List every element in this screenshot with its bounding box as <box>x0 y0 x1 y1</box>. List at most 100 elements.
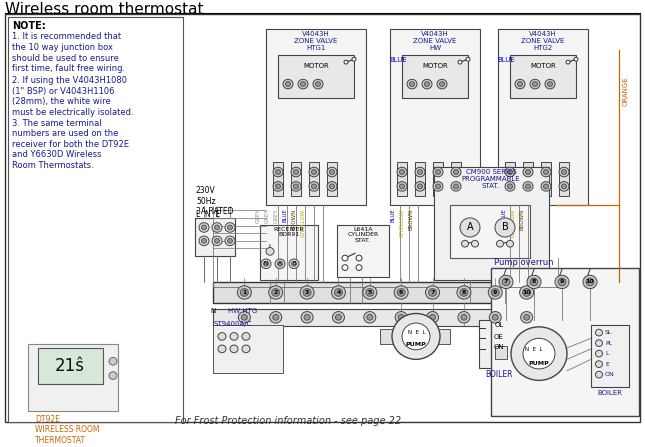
Circle shape <box>562 170 566 174</box>
Bar <box>479 320 519 368</box>
Circle shape <box>426 312 439 323</box>
Circle shape <box>511 327 567 380</box>
Circle shape <box>541 167 551 177</box>
Circle shape <box>293 170 299 174</box>
Circle shape <box>530 278 538 286</box>
Text: SL: SL <box>605 330 612 335</box>
Circle shape <box>261 259 271 269</box>
Circle shape <box>212 236 222 245</box>
Circle shape <box>230 345 238 353</box>
Text: BLUE: BLUE <box>389 57 407 63</box>
Circle shape <box>562 184 566 189</box>
Text: N  E  L: N E L <box>525 347 542 352</box>
Circle shape <box>298 79 308 89</box>
Bar <box>213 325 283 373</box>
Text: ST9400A/C: ST9400A/C <box>213 321 252 327</box>
Circle shape <box>458 312 470 323</box>
Bar <box>260 224 318 280</box>
Bar <box>327 162 337 196</box>
Text: HW HTG: HW HTG <box>228 308 257 314</box>
Bar <box>213 309 558 326</box>
Circle shape <box>435 184 441 189</box>
Bar <box>451 162 461 196</box>
Circle shape <box>239 312 250 323</box>
Circle shape <box>524 314 530 320</box>
Circle shape <box>430 314 435 320</box>
Circle shape <box>309 181 319 191</box>
Circle shape <box>237 286 252 299</box>
Circle shape <box>327 181 337 191</box>
Circle shape <box>451 181 461 191</box>
Circle shape <box>495 218 515 237</box>
Circle shape <box>392 313 440 359</box>
Text: BLUE: BLUE <box>283 208 288 222</box>
Text: A: A <box>278 261 282 266</box>
Text: 2. If using the V4043H1080: 2. If using the V4043H1080 <box>12 76 127 84</box>
Circle shape <box>273 314 279 320</box>
Text: DT92E
WIRELESS ROOM
THERMOSTAT: DT92E WIRELESS ROOM THERMOSTAT <box>35 415 99 445</box>
Circle shape <box>433 181 443 191</box>
Text: receiver for both the DT92E: receiver for both the DT92E <box>12 139 129 148</box>
Text: BROWN: BROWN <box>519 208 524 230</box>
Text: For Frost Protection information - see page 22: For Frost Protection information - see p… <box>175 416 401 426</box>
Circle shape <box>394 286 408 299</box>
Circle shape <box>215 238 219 243</box>
Bar <box>28 344 118 411</box>
Bar <box>434 167 549 280</box>
Text: 8: 8 <box>532 279 536 284</box>
Text: 2: 2 <box>273 290 278 295</box>
Text: BLUE: BLUE <box>390 208 395 222</box>
Circle shape <box>555 275 569 289</box>
Circle shape <box>523 181 533 191</box>
Circle shape <box>502 278 510 286</box>
Circle shape <box>399 184 404 189</box>
Bar <box>291 162 301 196</box>
Circle shape <box>230 333 238 340</box>
Circle shape <box>453 184 459 189</box>
Text: 21ŝ: 21ŝ <box>55 357 85 375</box>
Bar <box>495 346 507 359</box>
Text: G/YELLOW: G/YELLOW <box>301 208 306 236</box>
Text: should be used to ensure: should be used to ensure <box>12 54 119 63</box>
Circle shape <box>517 82 522 86</box>
Circle shape <box>283 79 293 89</box>
Circle shape <box>505 167 515 177</box>
Circle shape <box>291 167 301 177</box>
Circle shape <box>291 181 301 191</box>
Text: GREY: GREY <box>273 208 279 223</box>
Text: GREY: GREY <box>255 208 261 223</box>
Text: B: B <box>292 261 296 266</box>
Circle shape <box>266 248 274 255</box>
Circle shape <box>508 184 513 189</box>
Circle shape <box>225 236 235 245</box>
Text: ORANGE: ORANGE <box>623 76 629 106</box>
Text: PUMP: PUMP <box>529 361 550 366</box>
Circle shape <box>212 223 222 232</box>
Bar <box>397 162 407 196</box>
Circle shape <box>544 184 548 189</box>
Circle shape <box>269 286 283 299</box>
Circle shape <box>303 289 311 296</box>
Bar <box>273 162 283 196</box>
Circle shape <box>415 181 425 191</box>
Text: and Y6630D Wireless: and Y6630D Wireless <box>12 150 101 159</box>
Text: 4: 4 <box>336 290 341 295</box>
Text: OL: OL <box>494 322 504 328</box>
Bar <box>415 162 425 196</box>
Circle shape <box>277 261 283 266</box>
Circle shape <box>437 79 447 89</box>
Circle shape <box>399 170 404 174</box>
Text: MOTOR: MOTOR <box>530 63 556 69</box>
Circle shape <box>342 265 348 270</box>
Text: E: E <box>605 362 609 367</box>
Circle shape <box>312 184 317 189</box>
Circle shape <box>407 79 417 89</box>
Bar <box>8 17 183 422</box>
Text: 230V
50Hz
3A RATED: 230V 50Hz 3A RATED <box>196 186 233 216</box>
Text: 10: 10 <box>586 279 594 284</box>
Text: Pump overrun: Pump overrun <box>494 258 553 267</box>
Circle shape <box>199 236 209 245</box>
Text: 3. The same terminal: 3. The same terminal <box>12 118 102 127</box>
Text: L: L <box>605 351 608 356</box>
Circle shape <box>397 181 407 191</box>
